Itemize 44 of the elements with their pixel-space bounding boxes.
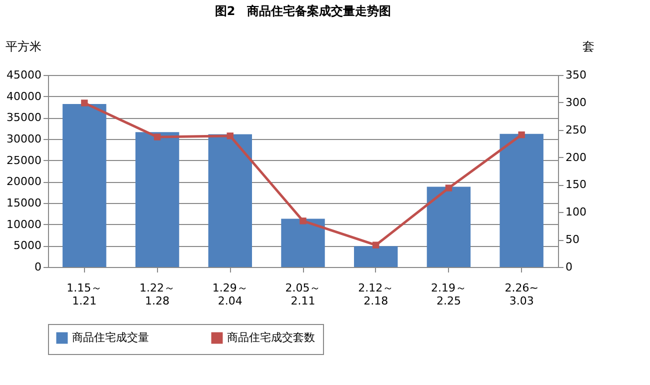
y-tick-label: 25000 (6, 154, 42, 167)
point (154, 134, 161, 140)
bar (135, 132, 180, 267)
y2-tick-label: 50 (566, 233, 580, 246)
x-tick-label: 2.05～ 2.11 (285, 282, 321, 308)
y2-tick-label: 350 (566, 68, 586, 82)
point (518, 131, 525, 138)
y-tick-label: 20000 (6, 175, 42, 188)
y-tick-label: 35000 (6, 111, 42, 124)
point (372, 242, 380, 248)
point (81, 100, 88, 106)
y-axis-title: 平方米 (6, 40, 42, 54)
y-tick-label: 10000 (6, 218, 42, 231)
y-tick-label: 0 (34, 260, 42, 274)
legend-label: 商品住宅成交量 (72, 331, 149, 344)
y-tick-label: 45000 (6, 68, 42, 82)
bar (281, 218, 325, 267)
bar (62, 104, 106, 267)
point (445, 184, 452, 192)
y-tick-label: 40000 (6, 90, 42, 103)
y-tick-label: 15000 (6, 196, 42, 210)
bar (426, 186, 471, 267)
bar (208, 134, 252, 267)
y2-tick-label: 300 (566, 96, 586, 109)
y-tick-label: 30000 (6, 132, 42, 146)
legend-label: 商品住宅成交套数 (227, 331, 315, 344)
x-tick-label: 2.12～ 2.18 (358, 282, 394, 308)
x-tick-label: 1.15～ 1.21 (66, 282, 102, 308)
x-tick-label: 1.29～ 2.04 (212, 282, 248, 308)
x-tick-label: 2.26~ 3.03 (504, 282, 538, 308)
y2-tick-label: 250 (566, 123, 586, 136)
y2-tick-label: 0 (566, 260, 572, 274)
x-tick-label: 2.19～ 2.25 (430, 282, 466, 308)
x-tick-label: 1.22～ 1.28 (140, 282, 176, 308)
chart-title: 图2 商品住宅备案成交量走势图 (214, 4, 392, 18)
y-tick-label: 5000 (14, 239, 42, 252)
bar (354, 246, 398, 267)
y2-tick-label: 200 (566, 150, 586, 164)
point (226, 132, 234, 140)
point (300, 218, 306, 224)
y2-tick-label: 150 (566, 178, 586, 192)
y2-axis-title: 套 (582, 40, 594, 54)
bar (500, 134, 544, 267)
y2-tick-label: 100 (566, 206, 586, 219)
